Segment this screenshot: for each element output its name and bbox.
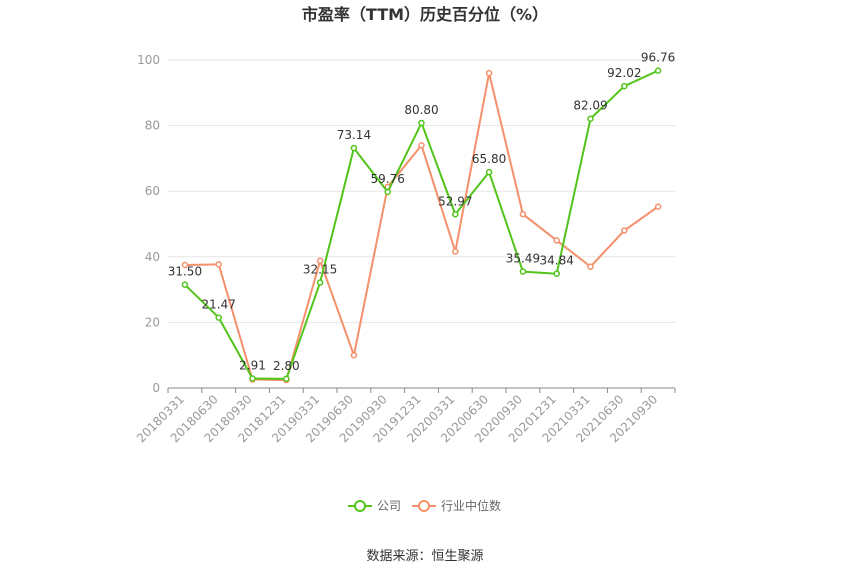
data-label: 65.80 [472,152,506,166]
data-point[interactable] [452,248,459,255]
legend[interactable]: 公司 行业中位数 [348,498,501,513]
data-point[interactable] [181,261,189,269]
y-tick-label: 40 [145,250,160,264]
data-point[interactable] [519,210,527,218]
data-label: 34.84 [540,254,574,268]
data-point[interactable] [553,270,560,277]
data-point[interactable] [316,279,324,286]
data-point[interactable] [654,67,662,74]
data-point[interactable] [587,115,594,122]
data-point[interactable] [519,268,527,275]
chart-title: 市盈率（TTM）历史百分位（%） [302,5,548,24]
data-label: 59.76 [371,172,405,186]
data-point[interactable] [215,314,222,321]
data-point[interactable] [350,144,358,152]
data-point[interactable] [654,203,662,210]
data-label: 32.15 [303,263,337,277]
data-label: 92.02 [607,66,641,80]
legend-item-1[interactable]: 行业中位数 [412,498,501,513]
data-label: 2.80 [273,359,300,373]
data-label: 52.97 [438,194,472,208]
data-point[interactable] [587,263,594,270]
data-label: 2.91 [239,358,266,372]
data-point[interactable] [418,142,425,149]
y-tick-label: 0 [152,381,160,395]
data-point[interactable] [249,375,256,382]
data-label: 21.47 [202,298,236,312]
data-point[interactable] [316,257,324,264]
x-axis: 2018033120180630201809302018123120190331… [134,387,676,445]
data-point[interactable] [283,375,290,383]
y-tick-label: 80 [145,119,160,133]
data-point[interactable] [350,351,358,359]
y-tick-label: 60 [145,184,160,198]
y-tick-label: 20 [145,315,160,329]
legend-marker [418,500,430,512]
data-label: 31.50 [168,265,202,279]
source-text: 数据来源：恒生聚源 [366,549,483,564]
gridlines [168,59,675,323]
y-tick-label: 100 [137,53,160,67]
series-layer: 31.50 21.47 2.91 2.80 32.15 73.14 59.76 80.80 52… [168,51,675,384]
data-label: 35.49 [506,252,540,266]
data-point[interactable] [485,168,493,176]
legend-marker [354,500,366,512]
legend-item-0[interactable]: 公司 [348,499,401,513]
data-point[interactable] [384,188,391,196]
data-point[interactable] [452,211,459,218]
data-label: 96.76 [641,51,675,65]
data-point[interactable] [215,261,222,268]
data-point[interactable] [553,237,560,244]
legend-label: 行业中位数 [441,498,501,513]
data-point[interactable] [621,82,628,90]
data-point[interactable] [418,119,425,127]
data-point[interactable] [485,69,493,77]
series-line-1 [184,72,659,382]
data-label: 73.14 [337,128,371,142]
data-point[interactable] [181,281,189,288]
y-axis: 0 20 40 60 80 100 [137,53,160,395]
data-point[interactable] [621,227,628,234]
data-label: 80.80 [404,103,438,117]
data-label: 82.09 [573,99,607,113]
legend-label: 公司 [377,499,401,513]
